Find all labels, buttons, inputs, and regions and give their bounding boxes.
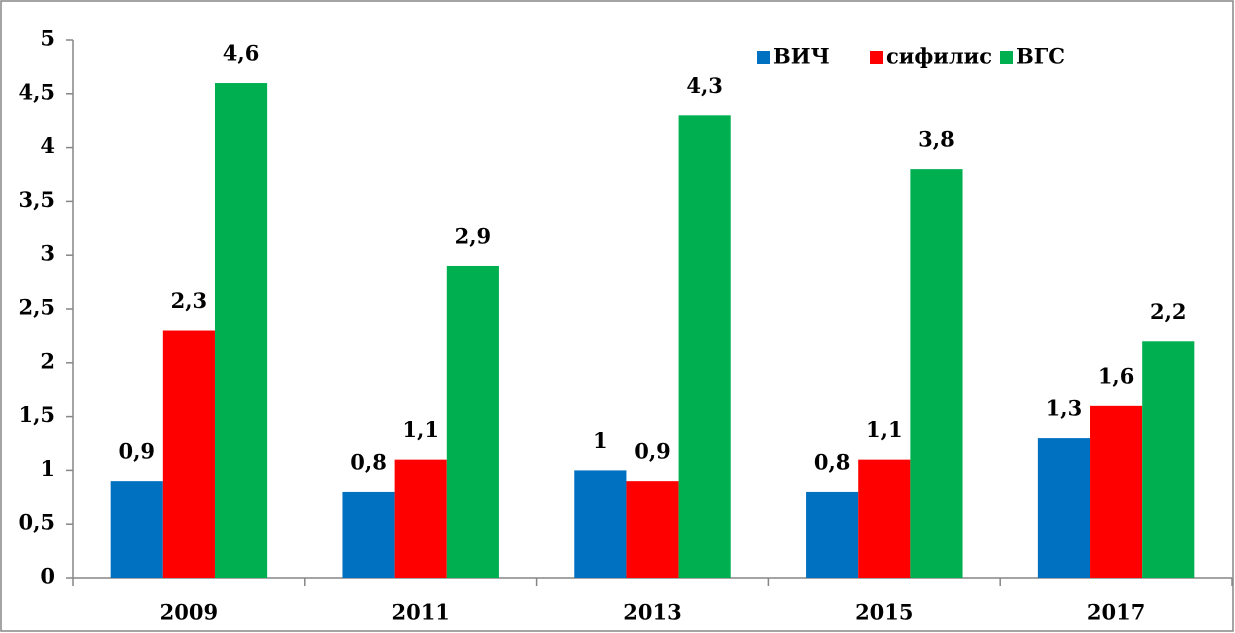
legend-swatch [1000, 51, 1013, 64]
data-label: 0,8 [350, 449, 387, 474]
legend-label: ВИЧ [773, 44, 830, 69]
bar [446, 265, 499, 578]
data-label: 1,6 [1098, 363, 1135, 388]
x-tick-label: 2011 [391, 600, 449, 625]
y-tick-label: 0,5 [18, 510, 55, 535]
bar [1090, 405, 1143, 578]
bar [626, 481, 679, 578]
data-label: 4,3 [686, 73, 723, 98]
bar [574, 470, 627, 578]
y-tick-label: 1 [40, 456, 55, 481]
bar [910, 169, 963, 578]
y-tick-label: 1,5 [18, 402, 55, 427]
bar [678, 115, 731, 578]
bar [1142, 341, 1195, 578]
data-label: 4,6 [223, 41, 260, 66]
bar [110, 481, 163, 578]
data-label: 2,2 [1150, 299, 1187, 324]
data-label: 2,9 [455, 223, 492, 248]
x-tick-label: 2009 [160, 600, 218, 625]
data-label: 3,8 [918, 127, 955, 152]
data-label: 0,9 [118, 439, 155, 464]
x-tick-label: 2017 [1087, 600, 1145, 625]
bar [342, 491, 395, 578]
legend-label: сифилис [886, 44, 992, 69]
y-tick-label: 3 [40, 241, 55, 266]
legend-swatch [870, 51, 883, 64]
bar [806, 491, 859, 578]
y-tick-label: 0 [40, 564, 55, 589]
y-tick-label: 2 [40, 348, 55, 373]
data-label: 2,3 [171, 288, 208, 313]
bar [858, 459, 911, 578]
x-tick-label: 2013 [623, 600, 681, 625]
legend-swatch [757, 51, 770, 64]
y-tick-label: 4,5 [18, 79, 55, 104]
data-label: 1,1 [402, 417, 439, 442]
y-tick-label: 4 [40, 133, 55, 158]
y-tick-label: 3,5 [18, 187, 55, 212]
bar [1037, 438, 1091, 578]
bar [214, 83, 268, 578]
data-label: 0,9 [634, 439, 671, 464]
legend-label: ВГС [1016, 44, 1065, 69]
y-tick-label: 2,5 [18, 295, 55, 320]
data-label: 1 [593, 428, 608, 453]
x-tick-label: 2015 [855, 600, 913, 625]
y-tick-label: 5 [40, 26, 55, 51]
bar [394, 459, 447, 578]
bar [162, 330, 215, 578]
data-label: 1,3 [1046, 396, 1083, 421]
data-label: 1,1 [866, 417, 903, 442]
data-label: 0,8 [814, 449, 851, 474]
